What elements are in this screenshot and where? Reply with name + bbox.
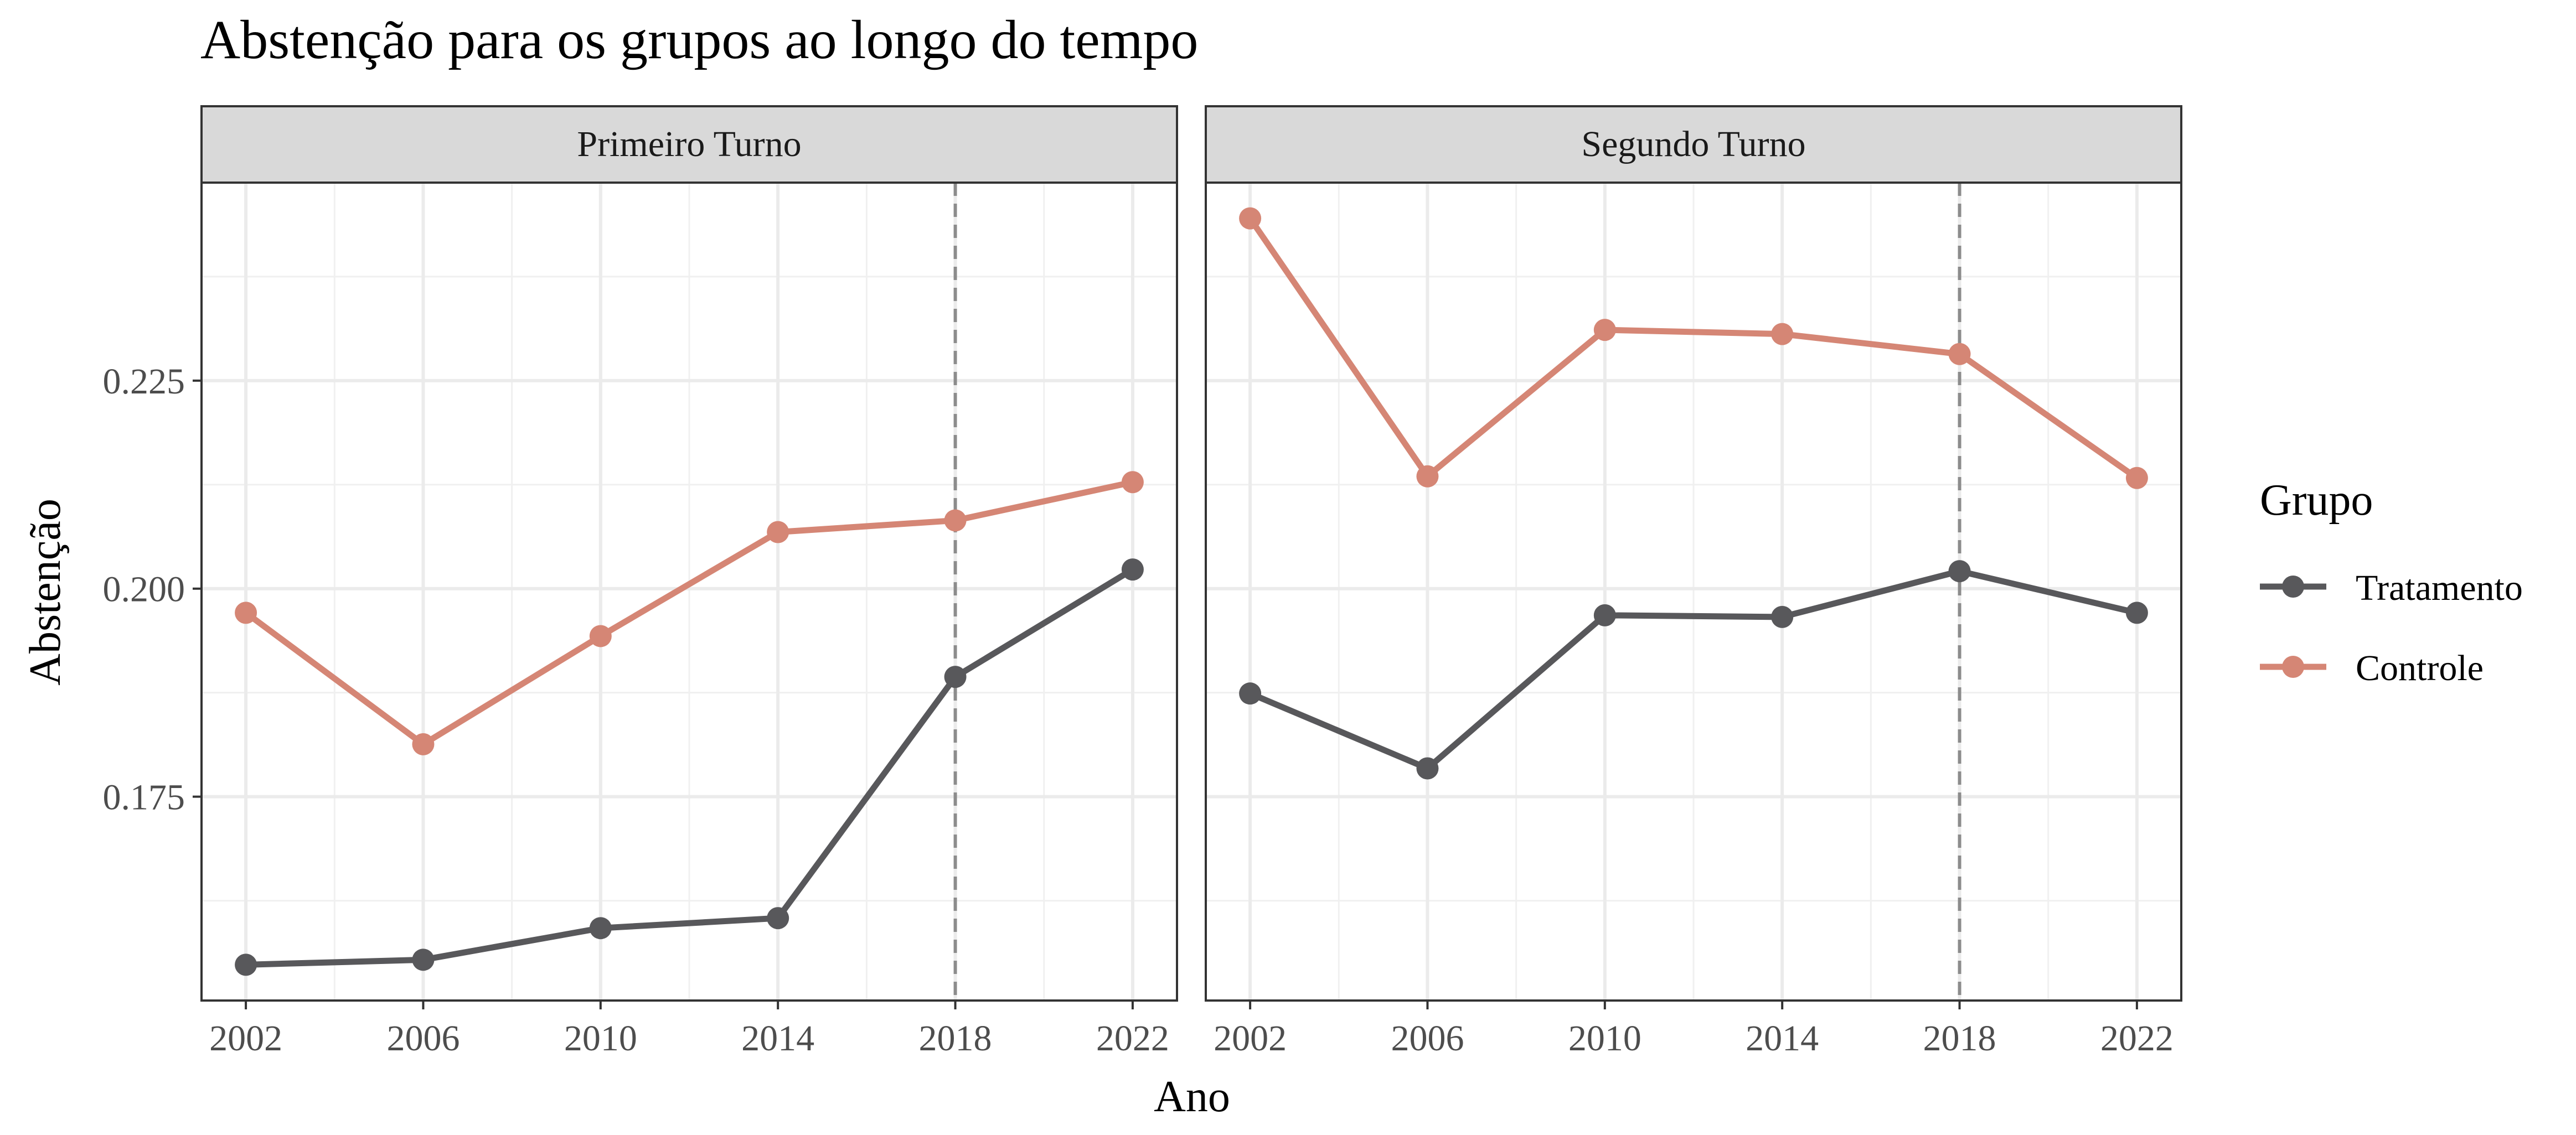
series-line-tratamento [245, 567, 1134, 968]
series-line-tratamento [1248, 568, 2138, 772]
data-point-tratamento [1771, 605, 1794, 628]
data-point-tratamento [412, 949, 435, 971]
y-axis-label: Abstenção [21, 499, 70, 686]
legend-title: Grupo [2260, 476, 2373, 525]
series-line-controle [244, 479, 1134, 748]
data-point-controle [767, 521, 789, 543]
series-line-controle [1247, 216, 2139, 481]
y-tick-label: 0.175 [103, 778, 185, 818]
x-tick-label: 2006 [386, 1018, 460, 1059]
y-tick-label: 0.225 [103, 361, 185, 402]
panels: Primeiro Turno 2002 2006 2010 2014 2018 2022 0.… [103, 105, 2182, 1059]
x-tick-label: 2018 [1923, 1018, 1996, 1059]
data-point-controle [412, 733, 435, 755]
data-point-controle [1239, 207, 1262, 230]
data-point-controle [944, 509, 967, 532]
legend-items: Tratamento Controle [2260, 568, 2523, 688]
data-point-controle [235, 602, 257, 624]
x-tick-label: 2022 [2100, 1018, 2174, 1059]
data-point-tratamento [767, 907, 789, 930]
legend-label: Controle [2356, 648, 2484, 688]
legend-item-controle: Controle [2260, 648, 2484, 688]
data-point-tratamento [2125, 602, 2148, 624]
data-point-controle [1416, 465, 1439, 488]
facet-strip [200, 105, 1178, 184]
x-tick-label: 2018 [919, 1018, 992, 1059]
x-tick-label: 2002 [1214, 1018, 1287, 1059]
legend: Grupo Tratamento Controle [2260, 476, 2523, 688]
data-point-tratamento [589, 917, 612, 940]
data-point-tratamento [1593, 604, 1616, 626]
legend-key-point [2282, 656, 2304, 678]
data-point-controle [1593, 319, 1616, 341]
x-tick-label: 2014 [1746, 1018, 1819, 1059]
data-point-controle [1121, 471, 1144, 494]
data-point-tratamento [235, 953, 257, 976]
x-tick-label: 2014 [741, 1018, 814, 1059]
panel-border [1205, 182, 2182, 1002]
x-tick-label: 2022 [1096, 1018, 1169, 1059]
data-point-controle [2125, 467, 2148, 489]
legend-label: Tratamento [2356, 568, 2523, 608]
x-tick-label: 2002 [209, 1018, 282, 1059]
data-point-controle [589, 625, 612, 647]
data-point-tratamento [1239, 682, 1262, 705]
facet-label: Segundo Turno [1581, 124, 1805, 164]
panel-2: Segundo Turno 2002 2006 2010 2014 2018 2022 [1205, 105, 2182, 1059]
chart-title: Abstenção para os grupos ao longo do tem… [200, 9, 1198, 70]
facet-strip [1205, 105, 2182, 184]
facet-label: Primeiro Turno [577, 124, 801, 164]
data-point-tratamento [1121, 558, 1144, 581]
legend-key-point [2282, 576, 2304, 598]
data-point-tratamento [1948, 560, 1971, 583]
x-tick-label: 2010 [1568, 1018, 1641, 1059]
panel-border [200, 182, 1178, 1002]
x-axis-label: Ano [1154, 1072, 1230, 1121]
x-tick-label: 2010 [564, 1018, 637, 1059]
legend-item-tratamento: Tratamento [2260, 568, 2523, 608]
data-point-tratamento [944, 666, 967, 688]
data-point-controle [1771, 323, 1794, 345]
x-tick-label: 2006 [1391, 1018, 1464, 1059]
panel-1: Primeiro Turno 2002 2006 2010 2014 2018 2022 0.… [103, 105, 1178, 1059]
data-point-tratamento [1416, 757, 1439, 780]
y-tick-label: 0.200 [103, 569, 185, 610]
data-point-controle [1948, 343, 1971, 365]
